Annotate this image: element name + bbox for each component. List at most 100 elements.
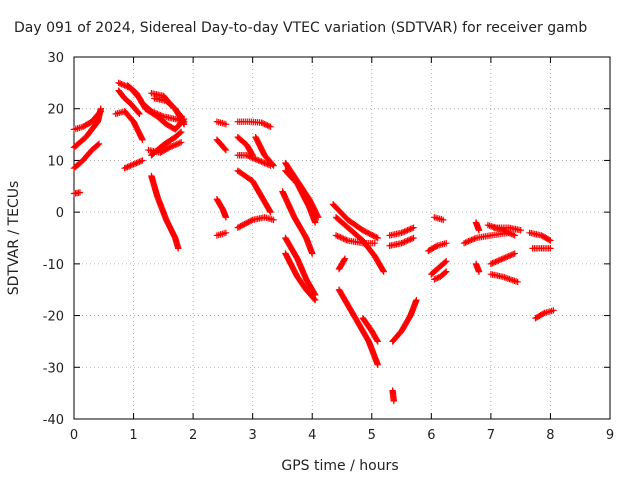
data-point — [122, 164, 130, 171]
data-point — [517, 227, 524, 234]
data-point — [434, 274, 441, 282]
data-point — [252, 155, 259, 163]
data-point — [96, 109, 104, 116]
y-tick-label: -20 — [43, 310, 64, 325]
data-point — [410, 224, 417, 231]
data-point — [443, 268, 450, 275]
data-point — [270, 162, 277, 169]
data-point — [76, 189, 84, 196]
data-point — [341, 236, 349, 243]
data-point — [175, 245, 182, 252]
x-tick-label: 7 — [487, 428, 495, 443]
data-point — [399, 239, 407, 246]
data-point — [262, 160, 270, 167]
data-point — [259, 120, 267, 127]
data-point — [510, 250, 517, 258]
data-point — [408, 235, 416, 242]
data-point — [245, 152, 252, 160]
data-point — [139, 136, 146, 143]
data-point — [261, 159, 268, 167]
data-point — [498, 256, 505, 263]
data-point — [312, 219, 319, 226]
data-point — [258, 158, 265, 165]
data-point — [130, 161, 137, 168]
data-point — [340, 235, 347, 242]
data-point — [338, 234, 346, 242]
data-point — [374, 234, 381, 242]
data-point — [95, 140, 103, 148]
data-point — [97, 108, 104, 115]
data-point — [496, 256, 504, 264]
data-point — [270, 216, 277, 224]
data-point — [443, 239, 450, 247]
data-point — [402, 227, 410, 235]
data-point — [151, 109, 158, 116]
x-tick-label: 8 — [546, 428, 554, 443]
data-point — [405, 226, 413, 233]
data-point — [125, 163, 133, 170]
data-point — [547, 237, 554, 244]
data-point — [374, 361, 381, 368]
data-point — [149, 108, 157, 116]
data-point — [249, 154, 256, 162]
data-point — [166, 144, 173, 151]
data-point — [176, 139, 183, 147]
data-point — [131, 160, 139, 167]
data-point — [332, 232, 340, 239]
data-point — [262, 121, 270, 128]
x-axis-label: GPS time / hours — [281, 458, 398, 474]
data-point — [502, 254, 509, 261]
data-point — [311, 295, 318, 303]
data-point — [462, 239, 469, 246]
data-point — [222, 121, 230, 128]
data-point — [550, 307, 557, 314]
data-point — [501, 227, 508, 235]
data-point — [157, 111, 164, 119]
data-point — [135, 109, 142, 117]
data-point — [167, 143, 174, 151]
y-tick-label: -30 — [43, 361, 64, 376]
data-point — [404, 227, 411, 234]
data-point — [463, 238, 471, 246]
data-point — [247, 153, 255, 161]
data-point — [401, 228, 408, 235]
y-tick-label: -10 — [43, 258, 64, 273]
data-point — [499, 255, 506, 262]
data-point — [413, 296, 420, 304]
data-point — [401, 238, 408, 246]
data-point — [334, 232, 341, 240]
data-point — [154, 110, 161, 118]
data-point — [398, 229, 405, 237]
data-point — [390, 397, 398, 405]
data-point — [508, 251, 515, 259]
data-point — [545, 236, 553, 244]
data-point — [127, 162, 134, 169]
data-point — [136, 158, 143, 165]
data-point — [222, 229, 230, 237]
data-point — [460, 239, 468, 247]
data-point — [259, 159, 267, 166]
y-tick-label: 10 — [47, 154, 64, 169]
data-point — [173, 141, 180, 148]
data-point — [492, 258, 499, 266]
data-point — [248, 217, 255, 224]
x-tick-label: 4 — [308, 428, 316, 443]
y-tick-label: 30 — [47, 51, 64, 66]
data-point — [243, 152, 250, 159]
data-point — [136, 110, 143, 118]
data-point — [269, 161, 276, 168]
data-point — [128, 161, 136, 169]
data-point — [505, 252, 512, 260]
data-point — [250, 155, 258, 162]
data-point — [267, 123, 274, 131]
x-tick-label: 9 — [606, 428, 614, 443]
data-point — [221, 145, 229, 153]
data-point — [490, 259, 498, 266]
data-point — [487, 260, 495, 268]
data-point — [440, 216, 447, 224]
data-point — [172, 141, 179, 149]
data-point — [408, 225, 416, 232]
data-point — [468, 236, 475, 244]
data-point — [399, 228, 407, 236]
